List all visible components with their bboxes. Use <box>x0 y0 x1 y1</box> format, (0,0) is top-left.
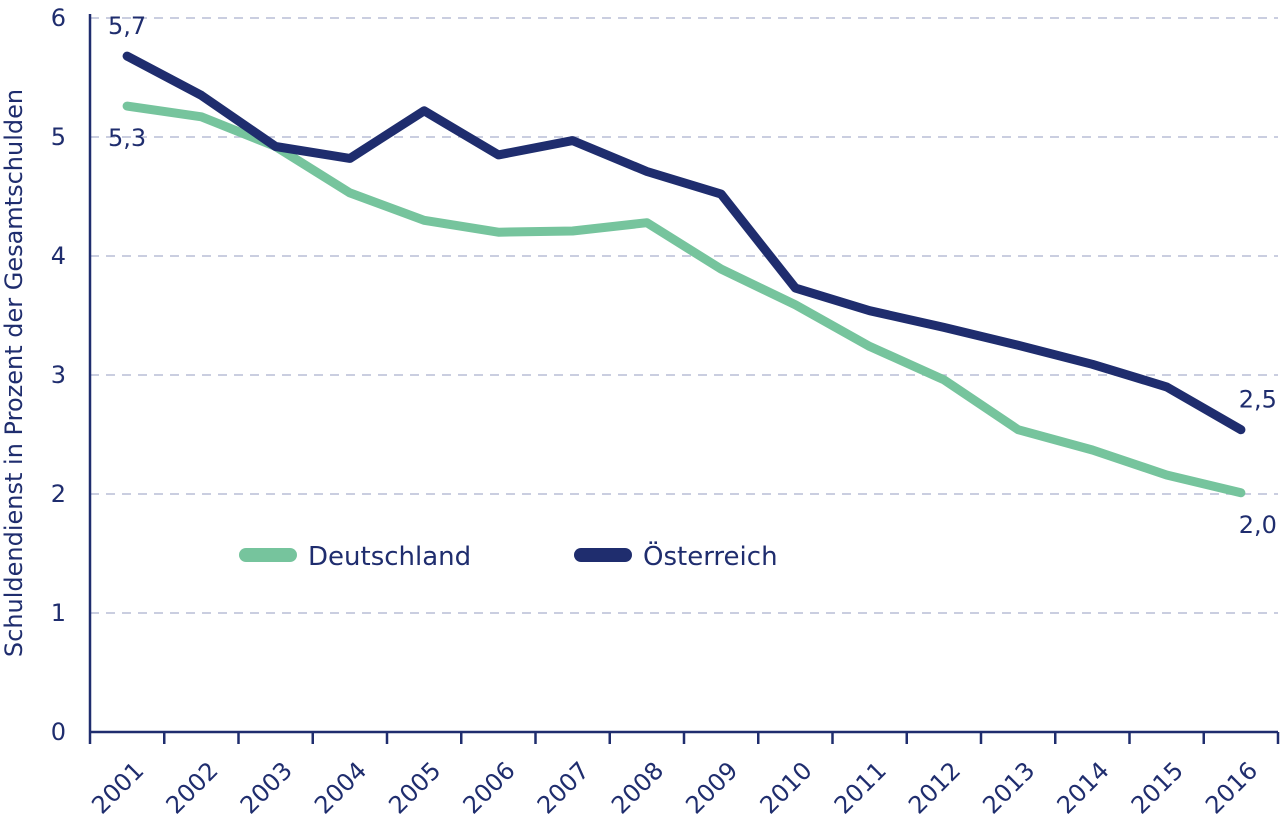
x-tick-label: 2009 <box>680 756 743 819</box>
series-lines <box>122 51 1246 498</box>
x-tick-label: 2013 <box>977 756 1040 819</box>
y-tick-label: 2 <box>51 480 66 508</box>
data-label: 2,0 <box>1239 511 1277 539</box>
y-tick-label: 4 <box>51 242 66 270</box>
y-tick-label: 5 <box>51 123 66 151</box>
data-label: 5,3 <box>108 124 146 152</box>
gridlines <box>90 17 1278 614</box>
x-tick-label: 2012 <box>903 756 966 819</box>
y-tick-labels: 0 1 2 3 4 5 6 <box>51 4 66 746</box>
y-axis-label: Schuldendienst in Prozent der Gesamtschu… <box>0 89 28 657</box>
y-tick-label: 3 <box>51 361 66 389</box>
y-tick-label: 0 <box>51 718 66 746</box>
series-line-deutschland <box>122 101 1246 498</box>
data-label: 2,5 <box>1239 386 1277 414</box>
x-tick-label: 2001 <box>86 756 149 819</box>
x-tick-labels: 2001 2002 2003 2004 2005 2006 2007 2008 2009 2010… <box>86 756 1263 819</box>
x-tick-label: 2003 <box>235 756 298 819</box>
legend-label-sterreich: Österreich <box>643 540 778 572</box>
axes <box>88 14 1280 744</box>
x-tick-label: 2008 <box>606 756 669 819</box>
data-labels: 5,7 5,3 2,5 2,0 <box>108 12 1277 539</box>
data-label: 5,7 <box>108 12 146 40</box>
series-line-sterreich <box>122 51 1246 435</box>
x-tick-label: 2010 <box>755 756 818 819</box>
x-tick-label: 2002 <box>161 756 224 819</box>
x-tick-label: 2007 <box>532 756 595 819</box>
x-tick-label: 2015 <box>1126 756 1189 819</box>
x-tick-label: 2011 <box>829 756 892 819</box>
x-tick-label: 2014 <box>1052 756 1115 819</box>
x-tick-label: 2004 <box>309 756 372 819</box>
x-tick-label: 2006 <box>458 756 521 819</box>
y-tick-label: 6 <box>51 4 66 32</box>
y-tick-label: 1 <box>51 599 66 627</box>
legend: Deutschland Österreich <box>239 540 778 572</box>
x-tick-label: 2016 <box>1200 756 1263 819</box>
x-tick-label: 2005 <box>383 756 446 819</box>
legend-label-deutschland: Deutschland <box>308 542 471 572</box>
